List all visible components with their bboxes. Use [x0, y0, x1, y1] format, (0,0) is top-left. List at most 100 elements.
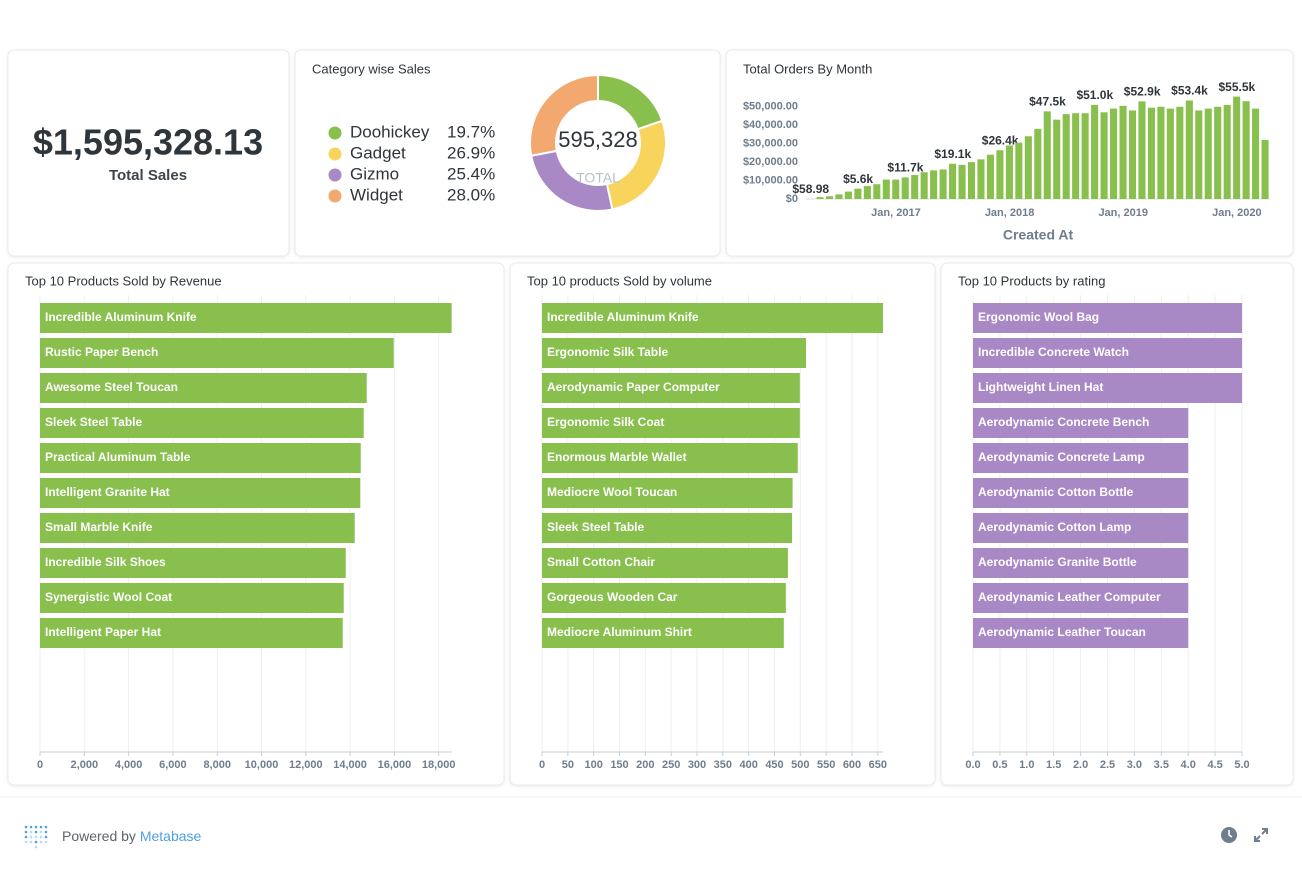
pie-center-value: $1,595,328.13	[528, 127, 669, 152]
x-tick-label: 3.0	[1127, 759, 1142, 771]
data-label: $5.6k	[843, 172, 873, 186]
bar-label: Incredible Aluminum Knife	[547, 310, 699, 324]
x-tick-label: 0	[539, 759, 545, 771]
bar	[542, 618, 784, 648]
bar-label: Small Marble Knife	[45, 520, 153, 534]
data-label: $55.5k	[1219, 80, 1256, 94]
bar	[973, 338, 1242, 368]
bar	[930, 170, 938, 199]
bar-label: Practical Aluminum Table	[45, 450, 191, 464]
bar	[835, 194, 843, 199]
bar	[542, 338, 807, 368]
bar	[958, 164, 966, 199]
bar-label: Aerodynamic Concrete Lamp	[978, 450, 1145, 464]
y-tick-label: $0	[786, 193, 798, 205]
bar	[973, 618, 1189, 648]
bar	[1072, 113, 1080, 199]
bar-label: Mediocre Wool Toucan	[547, 485, 677, 499]
bar	[973, 478, 1189, 508]
bar	[1053, 119, 1061, 199]
bar	[542, 513, 793, 543]
bar	[1091, 104, 1099, 199]
bar	[1034, 128, 1042, 199]
bar-label: Sleek Steel Table	[547, 520, 644, 534]
bar	[973, 548, 1189, 578]
data-label: $52.9k	[1124, 85, 1161, 99]
bar-label: Incredible Silk Shoes	[45, 555, 166, 569]
x-tick-label: Jan, 2020	[1212, 207, 1262, 219]
x-tick-label: 8,000	[203, 759, 231, 771]
bar-label: Mediocre Aluminum Shirt	[547, 625, 692, 639]
brand-link[interactable]: Metabase	[140, 828, 202, 844]
bar	[1110, 108, 1118, 199]
x-tick-label: 3.5	[1154, 759, 1169, 771]
bar	[542, 303, 883, 333]
data-label: $26.4k	[982, 133, 1019, 147]
bar	[892, 179, 900, 199]
bar	[1100, 112, 1108, 199]
chart-title: Top 10 products Sold by volume	[527, 273, 712, 288]
legend-label: Gizmo	[350, 164, 399, 183]
bar-label: Sleek Steel Table	[45, 415, 142, 429]
bar	[40, 618, 343, 648]
data-label: $47.5k	[1029, 95, 1066, 109]
x-tick-label: 450	[765, 759, 783, 771]
bar	[920, 172, 928, 199]
bar-label: Ergonomic Silk Table	[547, 345, 668, 359]
x-tick-label: 250	[662, 759, 680, 771]
bar	[1147, 107, 1155, 199]
x-tick-label: 4.5	[1207, 759, 1222, 771]
y-tick-label: $10,000.00	[743, 174, 798, 186]
legend-swatch	[328, 126, 342, 140]
bar	[854, 188, 862, 199]
bar-label: Small Cotton Chair	[547, 555, 655, 569]
x-tick-label: 150	[610, 759, 628, 771]
x-tick-label: 2.0	[1073, 759, 1088, 771]
legend-label: Doohickey	[350, 122, 430, 141]
footer-text: Powered by Metabase	[62, 828, 202, 844]
bar	[1062, 114, 1070, 199]
scalar-label: Total Sales	[109, 167, 187, 184]
chart-title: Top 10 Products by rating	[958, 273, 1105, 288]
data-label: $11.7k	[887, 161, 923, 175]
bar	[40, 373, 367, 403]
bar	[542, 408, 800, 438]
bar	[40, 443, 361, 473]
bar-label: Incredible Aluminum Knife	[45, 310, 197, 324]
bar	[40, 513, 355, 543]
bar	[40, 583, 344, 613]
bar-label: Gorgeous Wooden Car	[547, 590, 678, 604]
x-tick-label: 16,000	[378, 759, 412, 771]
chart-title: Total Orders By Month	[743, 61, 872, 76]
bar	[973, 303, 1242, 333]
bar	[40, 338, 394, 368]
y-tick-label: $20,000.00	[743, 156, 798, 168]
x-tick-label: 200	[636, 759, 654, 771]
bar	[996, 150, 1004, 199]
bar	[973, 583, 1189, 613]
powered-by: Powered by	[62, 828, 136, 844]
legend-swatch	[328, 189, 342, 203]
bar	[542, 548, 788, 578]
legend-label: Gadget	[350, 143, 406, 162]
bar	[1214, 106, 1222, 199]
bar-label: Ergonomic Wool Bag	[978, 310, 1099, 324]
x-tick-label: Jan, 2019	[1098, 207, 1148, 219]
bar	[986, 154, 994, 199]
metabase-logo	[24, 825, 48, 849]
x-tick-label: 600	[843, 759, 861, 771]
x-tick-label: Jan, 2018	[985, 207, 1035, 219]
data-label: $58.98	[792, 182, 829, 196]
bar	[542, 373, 800, 403]
x-tick-label: 0	[37, 759, 43, 771]
bar	[873, 184, 881, 199]
x-tick-label: 18,000	[422, 759, 456, 771]
fullscreen-button[interactable]	[1254, 828, 1268, 842]
bar	[1176, 106, 1184, 199]
bar-label: Intelligent Granite Hat	[45, 485, 170, 499]
bar-label: Aerodynamic Leather Computer	[978, 590, 1161, 604]
legend-label: Widget	[350, 185, 403, 204]
bar	[1119, 105, 1127, 199]
bar	[1015, 142, 1023, 199]
refresh-button[interactable]	[1221, 827, 1237, 843]
